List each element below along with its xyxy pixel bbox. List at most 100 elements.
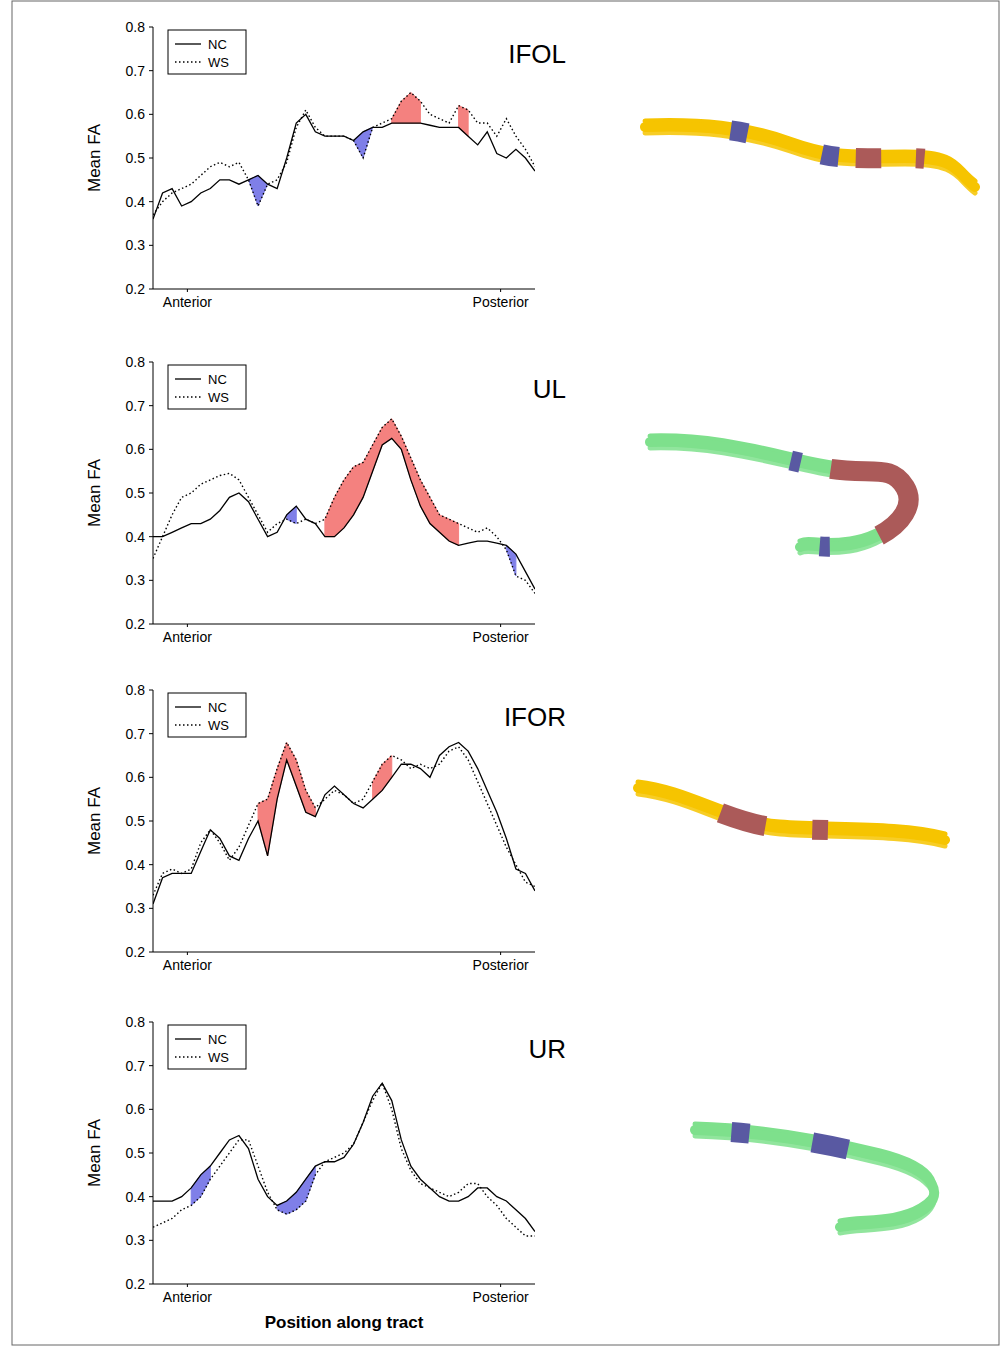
legend-box [168, 365, 246, 409]
x-tick [187, 624, 188, 627]
y-tick [149, 289, 153, 290]
y-tick-label: 0.5 [126, 150, 146, 166]
y-tick-label: 0.6 [126, 769, 146, 785]
x-tick-label: Anterior [163, 1289, 212, 1305]
y-tick [149, 1022, 153, 1023]
x-tick [500, 952, 501, 955]
y-tick-label: 0.4 [126, 1189, 146, 1205]
figure-frame [12, 1, 999, 1345]
tract-band [695, 1130, 934, 1227]
x-tick [187, 952, 188, 955]
legend-label: WS [208, 1050, 229, 1065]
y-tick-label: 0.8 [126, 354, 146, 370]
legend-line [175, 724, 201, 725]
difference-region [191, 1166, 210, 1205]
y-tick-label: 0.8 [126, 19, 146, 35]
y-tick [149, 690, 153, 691]
difference-region [287, 506, 297, 523]
y-tick [149, 362, 153, 363]
y-tick-label: 0.2 [126, 944, 146, 960]
y-tick [149, 158, 153, 159]
tract-band [645, 127, 975, 187]
y-tick [149, 864, 153, 865]
tract-core [650, 442, 909, 547]
y-tick-label: 0.3 [126, 572, 146, 588]
tract-core [638, 788, 945, 840]
x-tick-label: Posterior [473, 957, 529, 973]
x-tick [187, 289, 188, 292]
legend-line [175, 396, 201, 397]
x-tick-label: Posterior [473, 1289, 529, 1305]
legend-box [168, 30, 246, 74]
x-axis-title: Position along tract [265, 1313, 424, 1332]
y-tick [149, 1240, 153, 1241]
legend-label: NC [208, 37, 227, 52]
legend-line [175, 43, 201, 44]
y-tick [149, 821, 153, 822]
tract-fibers [650, 436, 909, 541]
series-line [153, 438, 535, 589]
panel-title: UL [533, 374, 566, 404]
legend-line [175, 378, 201, 379]
tract-band [645, 127, 975, 187]
panel: 0.20.30.40.50.60.70.8AnteriorPosteriorMe… [85, 354, 909, 645]
legend-label: NC [208, 700, 227, 715]
difference-region [373, 756, 392, 800]
legend-label: NC [208, 372, 227, 387]
y-axis-title: Mean FA [85, 123, 104, 192]
y-tick [149, 449, 153, 450]
tract-band [695, 1130, 934, 1227]
y-tick-label: 0.4 [126, 529, 146, 545]
y-tick-label: 0.6 [126, 1101, 146, 1117]
plot-area [153, 1083, 535, 1236]
legend: NC WS [168, 30, 246, 74]
legend-label: NC [208, 1032, 227, 1047]
legend-line [175, 61, 201, 62]
figure: 0.2 0.3 0.4 0.5 0.6 0.7 0.8 Anterior Posterior Me… [0, 0, 1003, 1347]
y-axis-title: Mean FA [85, 1118, 104, 1187]
legend: NC WS [168, 365, 246, 409]
legend-label: WS [208, 718, 229, 733]
legend-label: WS [208, 390, 229, 405]
x-axis [153, 289, 535, 290]
series-line [153, 1083, 535, 1231]
y-tick [149, 908, 153, 909]
legend: NC WS [168, 693, 246, 737]
y-tick [149, 405, 153, 406]
y-axis-title: Mean FA [85, 458, 104, 527]
plot-area [153, 93, 535, 220]
y-tick-label: 0.5 [126, 813, 146, 829]
y-tick [149, 493, 153, 494]
y-tick [149, 733, 153, 734]
x-tick-label: Anterior [163, 957, 212, 973]
tract-band [638, 788, 945, 840]
y-tick-label: 0.7 [126, 726, 146, 742]
tract [695, 1124, 934, 1233]
tract-band [650, 442, 909, 547]
legend-label: WS [208, 55, 229, 70]
legend: NC WS [168, 1025, 246, 1069]
panel-title: UR [528, 1034, 566, 1064]
legend-line [175, 1056, 201, 1057]
x-tick [500, 1284, 501, 1287]
panel: 0.20.30.40.50.60.70.8AnteriorPosteriorMe… [85, 1014, 934, 1332]
y-tick [149, 777, 153, 778]
x-axis [153, 952, 535, 953]
tract-core [645, 127, 975, 187]
tract [638, 782, 945, 846]
legend-line [175, 1038, 201, 1039]
y-tick-label: 0.3 [126, 900, 146, 916]
y-tick [149, 1065, 153, 1066]
series-line [153, 1083, 535, 1236]
panel-title: IFOL [508, 39, 566, 69]
tract-band [645, 127, 975, 187]
y-tick-label: 0.2 [126, 1276, 146, 1292]
y-tick [149, 1153, 153, 1154]
series-line [153, 419, 535, 594]
y-tick-label: 0.7 [126, 398, 146, 414]
y-tick [149, 245, 153, 246]
x-tick-label: Anterior [163, 294, 212, 310]
tract [645, 121, 975, 193]
y-tick-label: 0.3 [126, 1232, 146, 1248]
y-tick-label: 0.6 [126, 106, 146, 122]
